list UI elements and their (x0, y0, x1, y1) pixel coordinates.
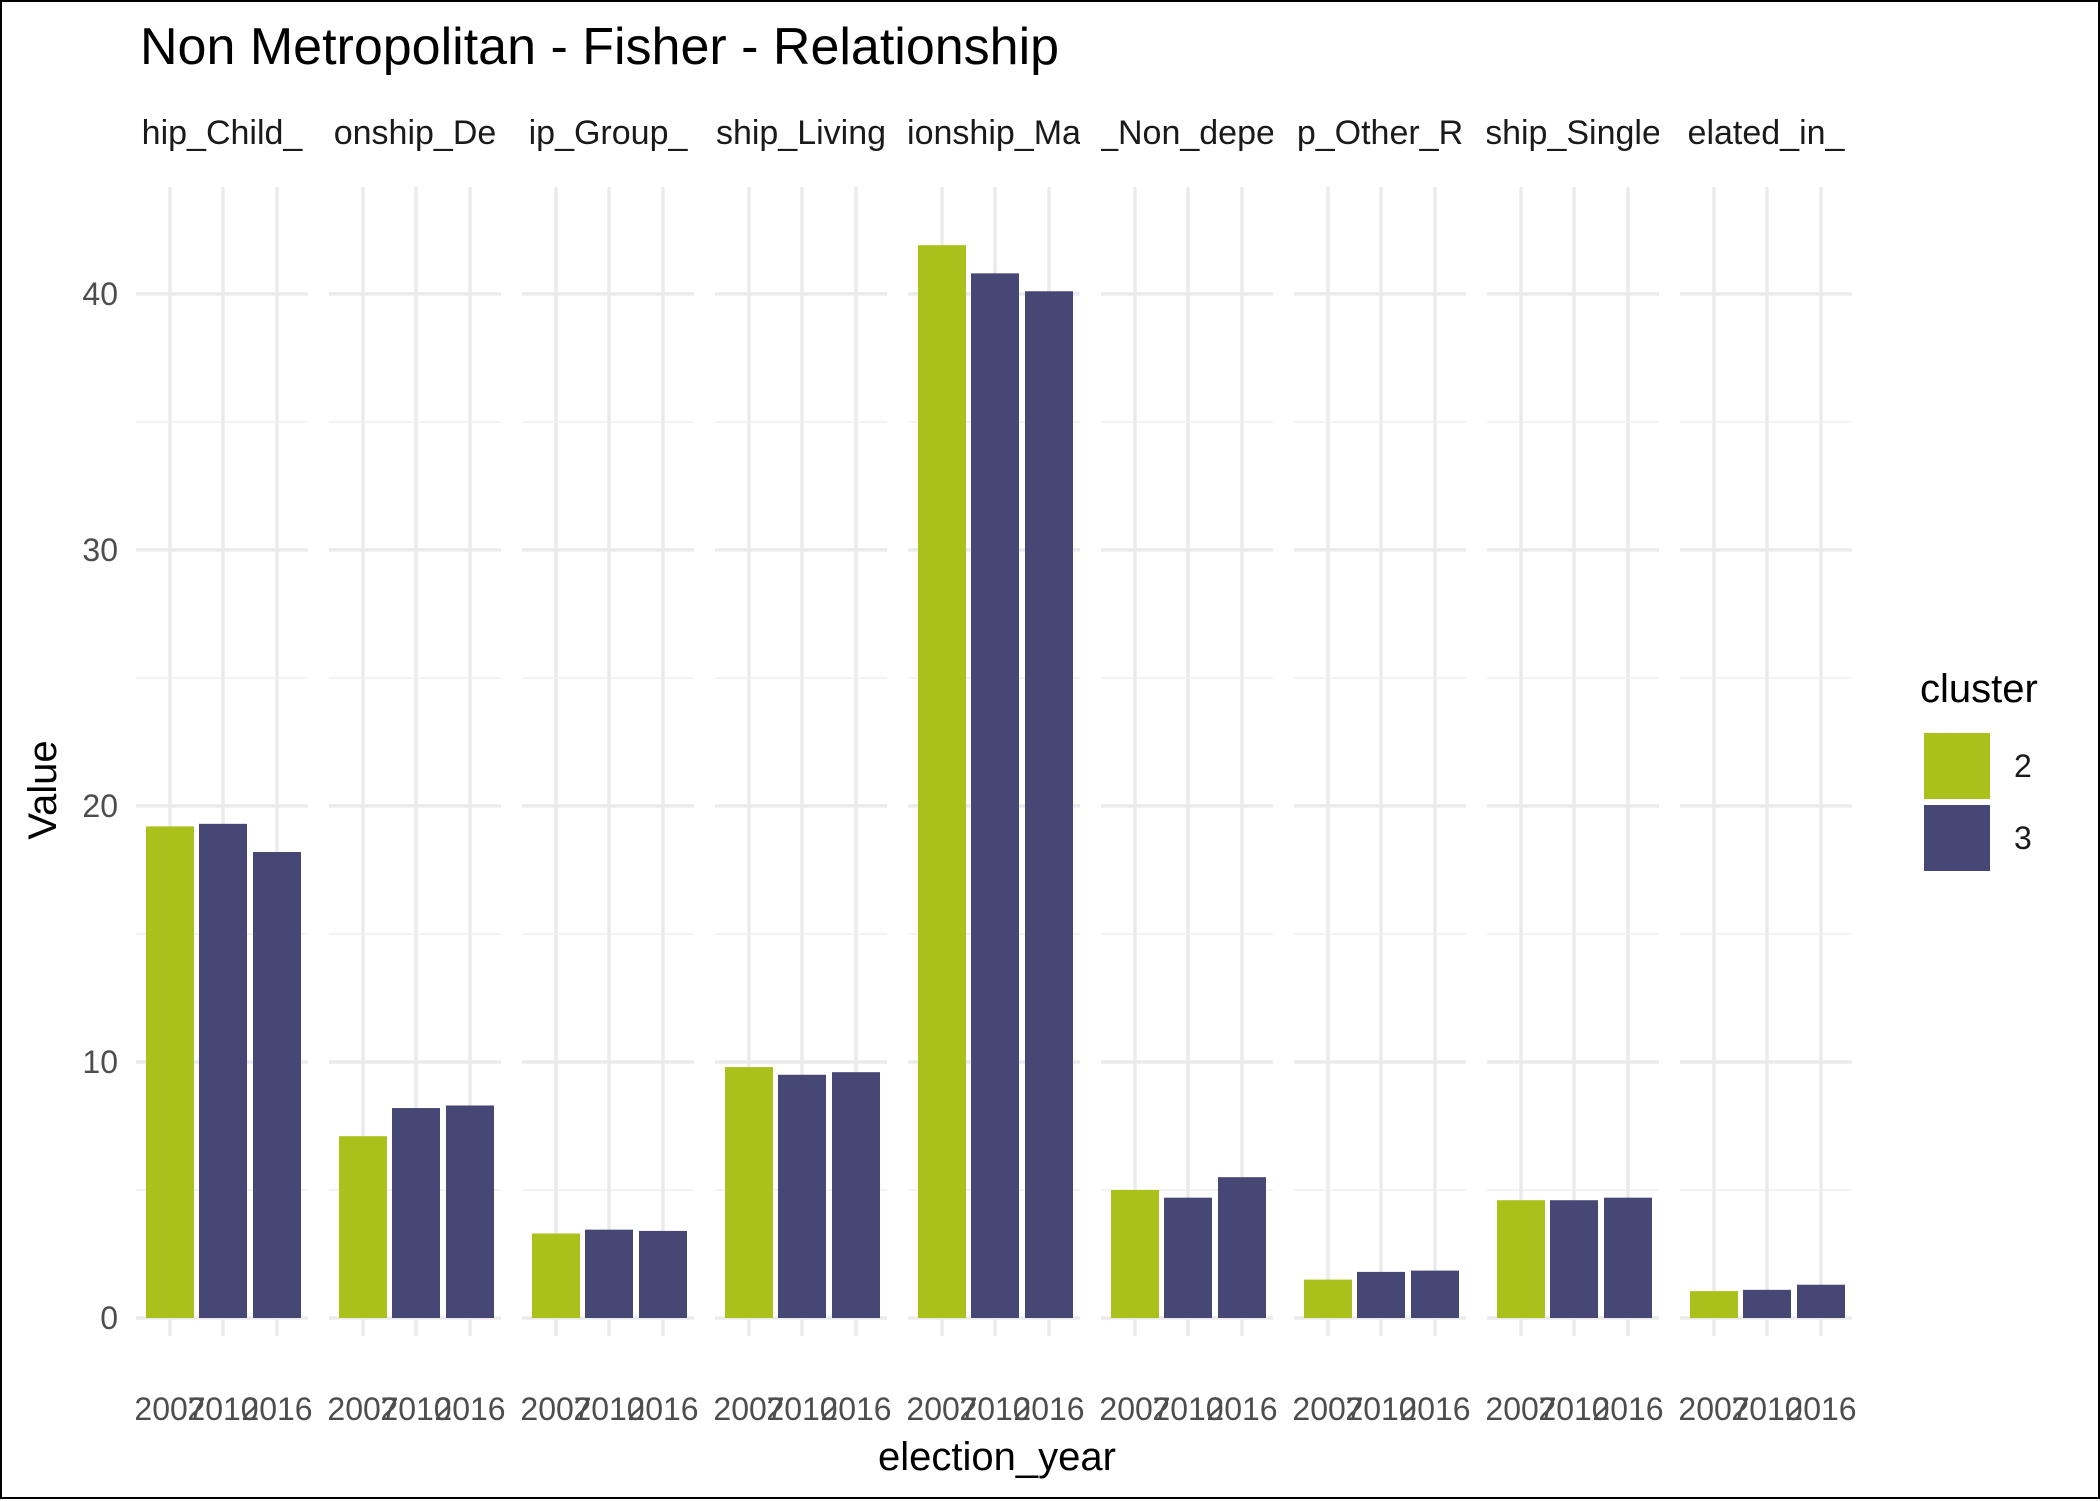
x-tick-label: 2010 (380, 1391, 451, 1427)
x-tick-label: 2016 (627, 1391, 698, 1427)
legend-label: 2 (2014, 748, 2032, 784)
legend-item: 3 (1924, 805, 2032, 871)
bar (146, 826, 194, 1318)
x-tick-label: 2007 (1099, 1391, 1170, 1427)
x-tick-label: 2010 (187, 1391, 258, 1427)
bar (339, 1136, 387, 1318)
x-tick-label: 2007 (520, 1391, 591, 1427)
legend-swatch (1924, 733, 1990, 799)
bar (1604, 1197, 1652, 1318)
x-axis-title: election_year (878, 1435, 1116, 1479)
bar (1550, 1200, 1598, 1318)
x-tick-label: 2010 (1152, 1391, 1223, 1427)
bar (532, 1233, 580, 1318)
facet-strip-label: ship_Single (1485, 114, 1661, 152)
facet-strip-label: _Non_depe (1098, 114, 1275, 152)
bar (1690, 1291, 1738, 1318)
bar (585, 1229, 633, 1318)
panels-layer: hip_Child_200720102016onship_De200720102… (134, 114, 1856, 1427)
bar (832, 1072, 880, 1318)
x-tick-label: 2016 (241, 1391, 312, 1427)
facet-strip-label: ionship_Ma (907, 114, 1081, 152)
y-tick-label: 0 (100, 1300, 118, 1336)
legend-title: cluster (1920, 667, 2038, 711)
facet-strip-label: elated_in_ (1688, 114, 1846, 152)
bar (918, 245, 966, 1318)
y-axis: 0 10 20 30 40 (82, 276, 118, 1336)
legend-item: 2 (1924, 733, 2032, 799)
x-tick-label: 2010 (1538, 1391, 1609, 1427)
bar (1164, 1197, 1212, 1318)
x-tick-label: 2007 (134, 1391, 205, 1427)
bar (1025, 291, 1073, 1319)
facet-strip-label: ip_Group_ (529, 114, 689, 152)
bar (639, 1230, 687, 1318)
x-tick-label: 2007 (713, 1391, 784, 1427)
x-tick-label: 2016 (1399, 1391, 1470, 1427)
bar (446, 1105, 494, 1318)
bar (1304, 1279, 1352, 1318)
bar (199, 823, 247, 1318)
bar (778, 1074, 826, 1318)
bar (1411, 1270, 1459, 1318)
x-tick-label: 2016 (1785, 1391, 1856, 1427)
x-tick-label: 2010 (766, 1391, 837, 1427)
facet-strip-label: p_Other_R (1297, 114, 1463, 152)
y-tick-label: 30 (82, 532, 118, 568)
chart-title: Non Metropolitan - Fisher - Relationship (140, 18, 1059, 76)
facet-strip-label: onship_De (334, 114, 497, 152)
x-tick-label: 2007 (1485, 1391, 1556, 1427)
x-tick-label: 2016 (1013, 1391, 1084, 1427)
x-tick-label: 2016 (1592, 1391, 1663, 1427)
bar (1218, 1177, 1266, 1318)
x-tick-label: 2010 (1345, 1391, 1416, 1427)
x-tick-label: 2010 (1731, 1391, 1802, 1427)
y-axis-title: Value (21, 740, 65, 839)
x-tick-label: 2007 (906, 1391, 977, 1427)
x-tick-label: 2007 (327, 1391, 398, 1427)
x-tick-label: 2007 (1292, 1391, 1363, 1427)
legend-label: 3 (2014, 820, 2032, 856)
y-tick-label: 10 (82, 1044, 118, 1080)
y-tick-label: 20 (82, 788, 118, 824)
facet-strip-label: ship_Living (716, 114, 886, 152)
bar (1743, 1289, 1791, 1318)
legend: cluster 2 3 (1920, 667, 2038, 871)
y-tick-label: 40 (82, 276, 118, 312)
bar (1111, 1189, 1159, 1318)
x-tick-label: 2016 (434, 1391, 505, 1427)
legend-swatch (1924, 805, 1990, 871)
bar (392, 1108, 440, 1318)
bar (725, 1067, 773, 1318)
bar (1497, 1200, 1545, 1318)
bar (1357, 1271, 1405, 1318)
facet-strip-label: hip_Child_ (142, 114, 304, 152)
x-tick-label: 2016 (1206, 1391, 1277, 1427)
bar (1797, 1284, 1845, 1318)
x-tick-label: 2010 (573, 1391, 644, 1427)
bar (253, 851, 301, 1318)
x-tick-label: 2010 (959, 1391, 1030, 1427)
x-tick-label: 2016 (820, 1391, 891, 1427)
bar (971, 273, 1019, 1319)
x-tick-label: 2007 (1678, 1391, 1749, 1427)
